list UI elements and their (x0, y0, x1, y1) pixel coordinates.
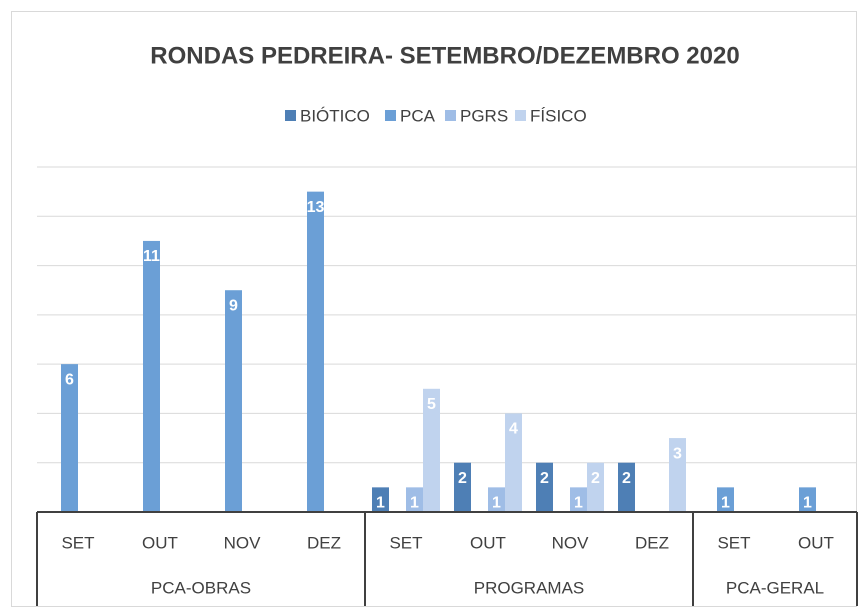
x-tick-label: DEZ (635, 533, 669, 552)
chart-frame (11, 11, 857, 607)
bar (570, 487, 587, 512)
x-tick-label: OUT (142, 533, 178, 552)
data-label: 2 (540, 470, 549, 487)
legend-swatch (285, 110, 296, 121)
bar (717, 487, 734, 512)
data-label: 5 (427, 396, 436, 413)
group-label: PCA-OBRAS (151, 578, 251, 597)
data-label: 1 (492, 495, 501, 512)
bar (488, 487, 505, 512)
bar (372, 487, 389, 512)
data-label: 1 (721, 495, 730, 512)
legend-swatch (515, 110, 526, 121)
bar (618, 462, 635, 512)
legend-label: FÍSICO (530, 106, 587, 125)
legend-swatch (445, 110, 456, 121)
bar (505, 413, 522, 512)
bar (454, 462, 471, 512)
data-label: 1 (410, 495, 419, 512)
data-label: 2 (458, 470, 467, 487)
x-tick-label: SET (61, 533, 94, 552)
data-label: 2 (591, 470, 600, 487)
data-label: 4 (509, 421, 518, 438)
legend-swatch (385, 110, 396, 121)
group-label: PROGRAMAS (474, 578, 585, 597)
legend-label: BIÓTICO (300, 106, 370, 125)
group-label: PCA-GERAL (726, 578, 824, 597)
bar (143, 240, 160, 512)
x-tick-label: DEZ (307, 533, 341, 552)
data-label: 1 (803, 495, 812, 512)
x-tick-label: SET (717, 533, 750, 552)
data-label: 11 (143, 248, 160, 265)
bar (225, 290, 242, 512)
x-tick-label: SET (389, 533, 422, 552)
bar (669, 438, 686, 512)
bar (536, 462, 553, 512)
bar (406, 487, 423, 512)
bar (307, 191, 324, 512)
data-label: 2 (622, 470, 631, 487)
data-label: 9 (229, 297, 238, 314)
bar (587, 462, 604, 512)
data-label: 3 (673, 445, 682, 462)
bar (799, 487, 816, 512)
data-label: 1 (376, 495, 385, 512)
bar (61, 364, 78, 512)
legend-label: PCA (400, 106, 436, 125)
x-tick-label: NOV (552, 533, 590, 552)
bar (423, 388, 440, 512)
data-label: 6 (65, 371, 74, 388)
chart-title: RONDAS PEDREIRA- SETEMBRO/DEZEMBRO 2020 (150, 42, 739, 69)
legend-label: PGRS (460, 106, 508, 125)
x-tick-label: OUT (798, 533, 834, 552)
data-label: 1 (574, 495, 583, 512)
x-tick-label: NOV (224, 533, 262, 552)
x-tick-label: OUT (470, 533, 506, 552)
data-label: 13 (307, 199, 325, 216)
